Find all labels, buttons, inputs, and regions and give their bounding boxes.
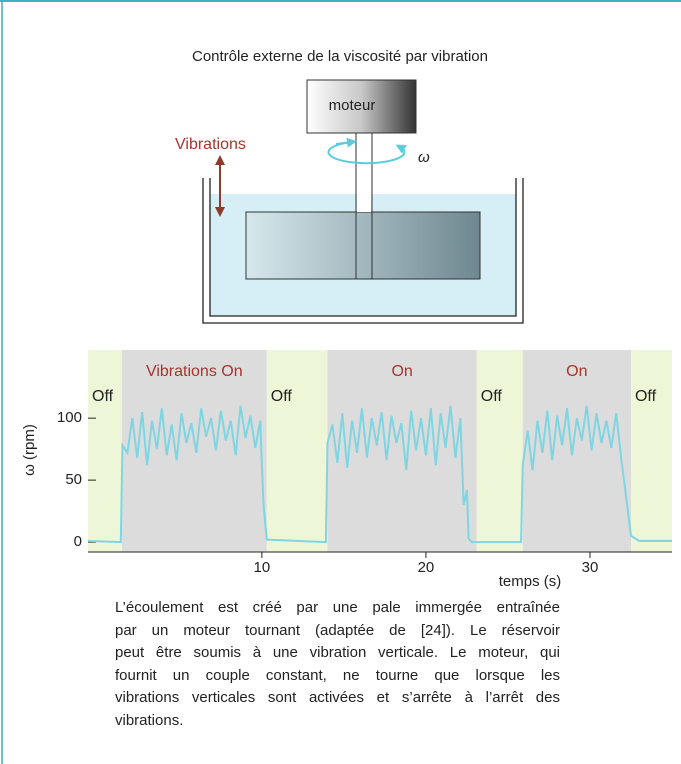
region-label: Off bbox=[271, 388, 293, 405]
motor-label: moteur bbox=[329, 97, 376, 114]
caption-line: L’écoulement est créé par une pale immer… bbox=[115, 597, 560, 620]
y-tick-label: 50 bbox=[65, 471, 82, 488]
caption-line: fournit un couple constant, ne tourne qu… bbox=[115, 665, 560, 688]
plot: Off Vibrations On Off On Off On Off 0 50 100 10 20 3… bbox=[21, 350, 672, 590]
region bbox=[122, 350, 267, 552]
y-axis-label: ω (rpm) bbox=[21, 424, 38, 476]
vibration-label: Vibrations bbox=[175, 136, 246, 153]
region bbox=[477, 350, 523, 552]
figure-title: Contrôle externe de la viscosité par vib… bbox=[192, 48, 488, 65]
region bbox=[88, 350, 122, 552]
x-tick-label: 10 bbox=[254, 559, 271, 576]
region-label: Off bbox=[92, 388, 114, 405]
shaft-fill bbox=[357, 133, 371, 212]
region-label: On bbox=[391, 363, 412, 380]
region-label: Off bbox=[635, 388, 657, 405]
caption-line: vibrations. bbox=[115, 710, 560, 733]
y-tick-label: 0 bbox=[74, 533, 82, 550]
x-tick-label: 20 bbox=[418, 559, 435, 576]
y-tick-label: 100 bbox=[57, 409, 82, 426]
diagram: moteur ω Vibrations bbox=[175, 80, 523, 323]
region-label: Vibrations On bbox=[146, 363, 243, 380]
region bbox=[267, 350, 328, 552]
x-tick-label: 30 bbox=[582, 559, 599, 576]
caption-line: par un moteur tournant (adaptée de [24])… bbox=[115, 620, 560, 643]
caption-line: peut être soumis à une vibration vertica… bbox=[115, 642, 560, 665]
paddle bbox=[246, 212, 480, 279]
rotation-arrow-head bbox=[336, 142, 352, 144]
caption: L’écoulement est créé par une pale immer… bbox=[115, 597, 560, 732]
region-label: On bbox=[566, 363, 587, 380]
figure: Contrôle externe de la viscosité par vib… bbox=[0, 0, 681, 764]
region bbox=[631, 350, 672, 552]
caption-line: vibrations verticales sont activées et s… bbox=[115, 687, 560, 710]
region bbox=[523, 350, 631, 552]
x-axis-label: temps (s) bbox=[499, 573, 562, 590]
omega-label: ω bbox=[418, 149, 430, 166]
region-label: Off bbox=[481, 388, 503, 405]
